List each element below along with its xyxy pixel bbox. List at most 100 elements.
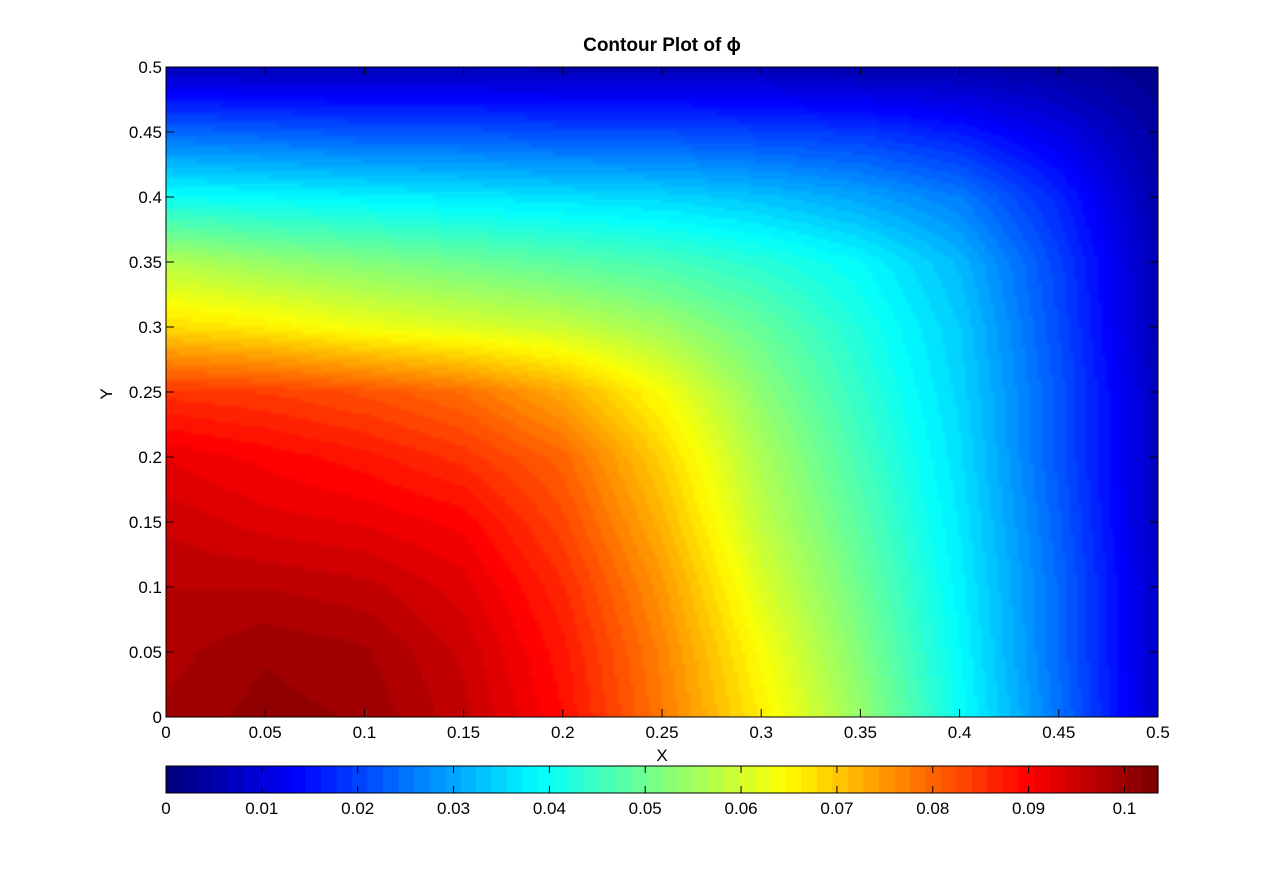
colorbar-swatch [1080, 766, 1097, 793]
colorbar-tick-label: 0.07 [820, 799, 853, 818]
colorbar-swatch [910, 766, 927, 793]
y-tick-label: 0.15 [129, 513, 162, 532]
colorbar-swatch [693, 766, 710, 793]
colorbar-tick-label: 0.09 [1012, 799, 1045, 818]
x-tick-label: 0.05 [249, 723, 282, 742]
colorbar-frame [165, 765, 1159, 794]
colorbar-tick-label: 0.1 [1113, 799, 1137, 818]
colorbar-swatch [1049, 766, 1066, 793]
x-tick-label: 0.3 [749, 723, 773, 742]
colorbar-swatch [398, 766, 415, 793]
y-tick-label: 0.05 [129, 643, 162, 662]
colorbar-swatch [1142, 766, 1159, 793]
y-tick-label: 0 [153, 708, 162, 727]
colorbar-swatch [646, 766, 663, 793]
colorbar-axis: 0 0.01 0.02 0.03 0.04 0.05 0.06 0.07 0.08 0.09 0.1 [161, 766, 1136, 818]
x-axis: 0 0.05 0.1 0.15 0.2 0.25 0.3 0.35 0.4 0.45 0.5 [161, 67, 1170, 742]
colorbar-swatch [987, 766, 1004, 793]
x-tick-label: 0.15 [447, 723, 480, 742]
colorbar-swatch [491, 766, 508, 793]
colorbar-swatch [274, 766, 291, 793]
y-tick-label: 0.3 [138, 318, 162, 337]
colorbar-swatch [228, 766, 245, 793]
colorbar-swatch [197, 766, 214, 793]
colorbar-swatch [522, 766, 539, 793]
colorbar-swatch [894, 766, 911, 793]
colorbar-swatch [817, 766, 834, 793]
colorbar-swatch [290, 766, 307, 793]
plot-area [165, 66, 1159, 718]
colorbar-tick-label: 0.08 [916, 799, 949, 818]
colorbar-swatch [832, 766, 849, 793]
colorbar-swatch [1111, 766, 1128, 793]
colorbar-swatch [863, 766, 880, 793]
colorbar-swatch [662, 766, 679, 793]
colorbar-swatch [941, 766, 958, 793]
colorbar-swatch [476, 766, 493, 793]
x-axis-label: X [656, 746, 667, 765]
colorbar-swatch [305, 766, 322, 793]
colorbar-swatch [243, 766, 260, 793]
x-tick-label: 0.1 [353, 723, 377, 742]
colorbar-swatch [336, 766, 353, 793]
colorbar-swatch [1127, 766, 1144, 793]
colorbar-tick-label: 0.02 [341, 799, 374, 818]
colorbar-swatch [569, 766, 586, 793]
colorbar-swatch [972, 766, 989, 793]
colorbar-swatch [755, 766, 772, 793]
colorbar-swatch [584, 766, 601, 793]
colorbar-swatch [460, 766, 477, 793]
colorbar-swatch [1065, 766, 1082, 793]
colorbar-tick-label: 0.05 [629, 799, 662, 818]
colorbar-tick-label: 0 [161, 799, 170, 818]
colorbar-swatch [1018, 766, 1035, 793]
y-tick-label: 0.5 [138, 58, 162, 77]
colorbar-tick-label: 0.01 [245, 799, 278, 818]
colorbar-swatch [181, 766, 198, 793]
colorbar-swatch [708, 766, 725, 793]
colorbar-swatch [600, 766, 617, 793]
colorbar-swatch [259, 766, 276, 793]
colorbar-swatch [786, 766, 803, 793]
colorbar-swatch [631, 766, 648, 793]
y-tick-label: 0.4 [138, 188, 162, 207]
colorbar-swatch [538, 766, 555, 793]
colorbar-swatch [925, 766, 942, 793]
colorbar-swatch [848, 766, 865, 793]
colorbar-swatch [166, 766, 183, 793]
colorbar-tick-label: 0.04 [533, 799, 566, 818]
colorbar-swatch [1034, 766, 1051, 793]
colorbar-swatch [352, 766, 369, 793]
colorbar-swatch [383, 766, 400, 793]
chart-title: Contour Plot of ϕ [583, 35, 741, 56]
colorbar-swatch [801, 766, 818, 793]
colorbar-swatch [1096, 766, 1113, 793]
colorbar-swatch [739, 766, 756, 793]
colorbar-swatch [1003, 766, 1020, 793]
x-tick-label: 0.25 [645, 723, 678, 742]
heatmap-image [166, 67, 1158, 717]
colorbar-swatch [367, 766, 384, 793]
colorbar-swatch [212, 766, 229, 793]
x-tick-label: 0.45 [1042, 723, 1075, 742]
x-tick-label: 0.4 [948, 723, 972, 742]
x-tick-label: 0 [161, 723, 170, 742]
colorbar-swatch [414, 766, 431, 793]
colorbar-tick-label: 0.06 [725, 799, 758, 818]
colorbar-swatch [879, 766, 896, 793]
colorbar-swatch [321, 766, 338, 793]
colorbar-swatch [677, 766, 694, 793]
colorbar-tick-label: 0.03 [437, 799, 470, 818]
y-axis-label: Y [97, 388, 116, 399]
y-tick-label: 0.2 [138, 448, 162, 467]
colorbar-swatch [724, 766, 741, 793]
y-tick-label: 0.1 [138, 578, 162, 597]
colorbar-swatch [553, 766, 570, 793]
colorbar-swatch [507, 766, 524, 793]
y-tick-label: 0.25 [129, 383, 162, 402]
y-tick-label: 0.35 [129, 253, 162, 272]
colorbar-swatch [429, 766, 446, 793]
x-tick-label: 0.35 [844, 723, 877, 742]
colorbar-swatch [615, 766, 632, 793]
